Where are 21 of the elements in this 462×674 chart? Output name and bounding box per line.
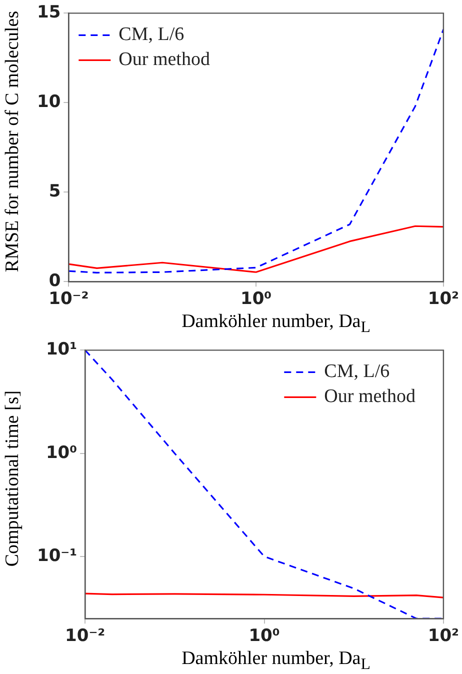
y-axis-title: RMSE for number of C molecules — [2, 10, 24, 274]
x-tick-label: 10² — [428, 289, 460, 310]
legend-label: CM, L/6 — [118, 24, 184, 46]
x-tick-label: 10⁻² — [65, 626, 106, 646]
x-axis-title: Damköhler number, Da$_{L}$ — [180, 311, 372, 337]
y-tick-label: 10⁰ — [46, 442, 78, 463]
y-tick-label: 5 — [48, 182, 61, 202]
y-tick-label: 10¹ — [46, 340, 78, 360]
x-tick-label: 10² — [428, 626, 460, 646]
y-tick-label: 10 — [36, 92, 61, 112]
legend-label: CM, L/6 — [324, 361, 390, 382]
legend-label: Our method — [118, 49, 210, 70]
y-tick-label: 15 — [36, 2, 61, 23]
legend-label: Our method — [324, 386, 416, 408]
y-tick-label: 0 — [48, 271, 61, 292]
y-axis-title: Computational time [s] — [2, 389, 24, 569]
x-axis-title: Damköhler number, Da$_{L}$ — [180, 648, 372, 674]
x-tick-label: 10⁰ — [240, 289, 272, 310]
y-tick-label: 10⁻¹ — [37, 546, 78, 566]
x-tick-label: 10⁰ — [248, 626, 280, 646]
x-tick-label: 10⁻² — [48, 289, 89, 310]
